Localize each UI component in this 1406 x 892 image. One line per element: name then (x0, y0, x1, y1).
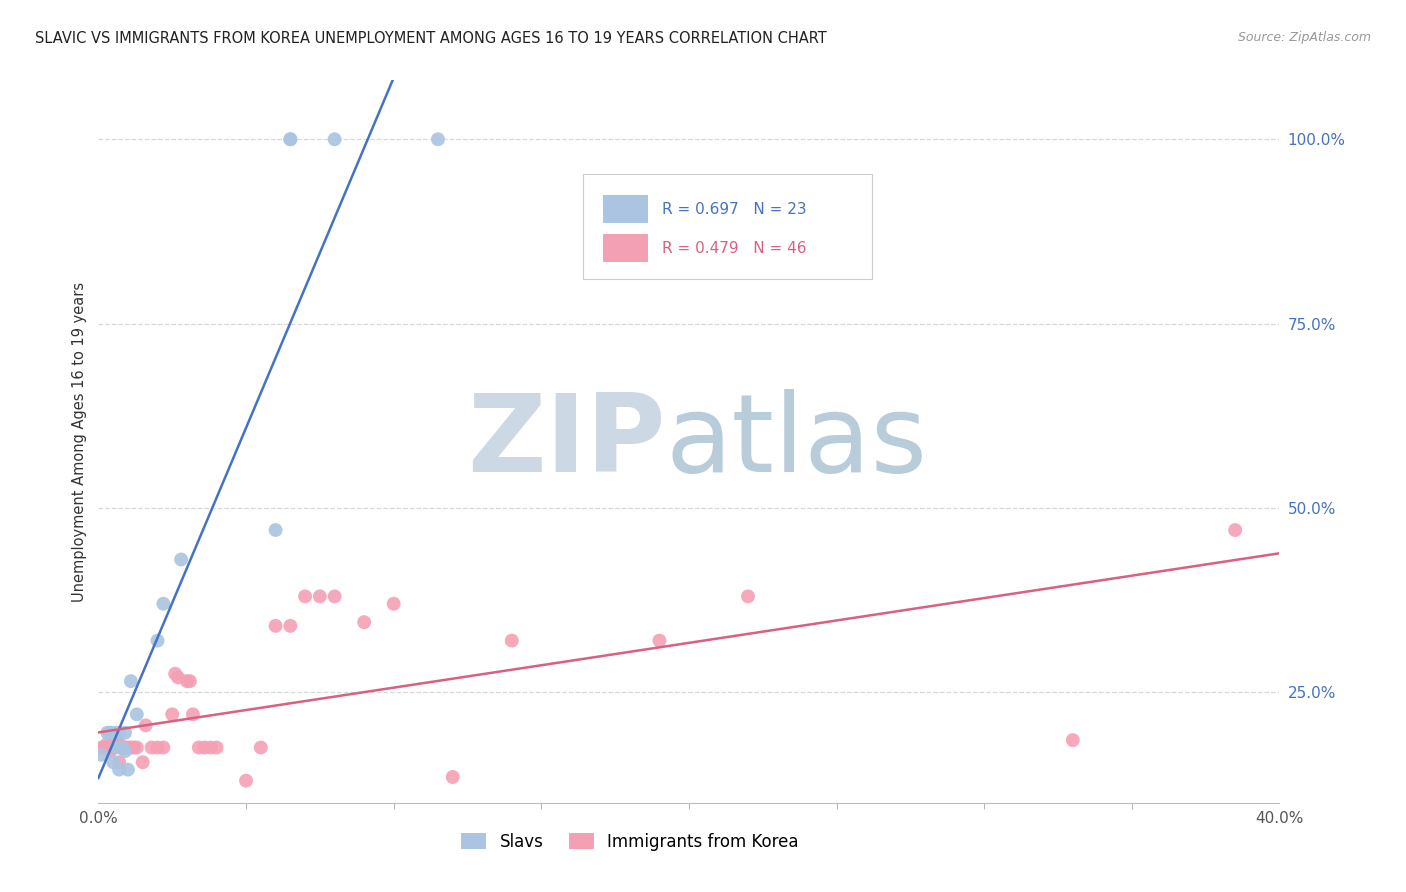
Point (117, 740, 139, 755)
Point (125, 707, 148, 722)
Point (280, 132, 302, 146)
Point (108, 737, 131, 751)
Point (323, 590, 346, 604)
Point (205, 740, 228, 755)
Legend: Slavs, Immigrants from Korea: Slavs, Immigrants from Korea (453, 825, 807, 860)
Point (117, 763, 139, 777)
Text: Source: ZipAtlas.com: Source: ZipAtlas.com (1237, 31, 1371, 45)
Point (122, 740, 145, 755)
Point (120, 674, 142, 689)
Point (105, 737, 128, 751)
Point (98, 740, 121, 755)
Point (167, 670, 190, 684)
Point (120, 740, 142, 755)
Text: SLAVIC VS IMMIGRANTS FROM KOREA UNEMPLOYMENT AMONG AGES 16 TO 19 YEARS CORRELATI: SLAVIC VS IMMIGRANTS FROM KOREA UNEMPLOY… (35, 31, 827, 46)
Point (114, 725, 136, 739)
Y-axis label: Unemployment Among Ages 16 to 19 years: Unemployment Among Ages 16 to 19 years (72, 282, 87, 601)
Point (176, 674, 198, 689)
Point (135, 718, 157, 732)
Point (280, 132, 302, 146)
Point (105, 740, 128, 755)
Point (90, 740, 112, 755)
Point (181, 707, 204, 722)
Point (96, 737, 118, 751)
Point (264, 619, 287, 633)
Point (108, 763, 131, 777)
Point (200, 740, 222, 755)
Point (250, 740, 273, 755)
Text: R = 0.697   N = 23: R = 0.697 N = 23 (662, 202, 807, 217)
Text: ZIP: ZIP (467, 389, 665, 494)
Point (108, 756, 131, 770)
Point (427, 132, 450, 146)
Point (323, 132, 346, 146)
Point (152, 740, 174, 755)
Point (1225, 523, 1247, 537)
Text: atlas: atlas (665, 389, 928, 494)
Point (98, 725, 121, 739)
Point (170, 552, 193, 566)
FancyBboxPatch shape (582, 174, 872, 279)
Bar (603, 195, 648, 223)
Point (146, 633, 169, 648)
Point (309, 590, 332, 604)
Point (105, 725, 128, 739)
Bar (603, 235, 648, 261)
Point (111, 740, 134, 755)
Point (165, 666, 187, 681)
Point (1062, 733, 1084, 747)
Point (501, 633, 523, 648)
Point (737, 590, 759, 604)
Point (90, 747, 112, 762)
Point (152, 597, 174, 611)
Point (280, 619, 302, 633)
Point (441, 770, 464, 784)
Point (264, 523, 287, 537)
Point (141, 740, 163, 755)
Point (353, 615, 375, 630)
Point (114, 744, 136, 758)
Point (125, 740, 148, 755)
Point (162, 707, 183, 722)
Point (93, 740, 115, 755)
Point (194, 740, 217, 755)
Point (114, 740, 136, 755)
Point (111, 740, 134, 755)
Point (111, 740, 134, 755)
Point (648, 633, 671, 648)
Point (96, 725, 118, 739)
Point (187, 740, 209, 755)
Point (146, 740, 169, 755)
Point (103, 740, 125, 755)
Point (235, 773, 257, 788)
Point (98, 744, 121, 758)
Point (103, 756, 125, 770)
Point (132, 756, 155, 770)
Point (382, 597, 405, 611)
Point (98, 725, 121, 739)
Point (108, 725, 131, 739)
Point (294, 590, 316, 604)
Text: R = 0.479   N = 46: R = 0.479 N = 46 (662, 241, 806, 255)
Point (179, 674, 201, 689)
